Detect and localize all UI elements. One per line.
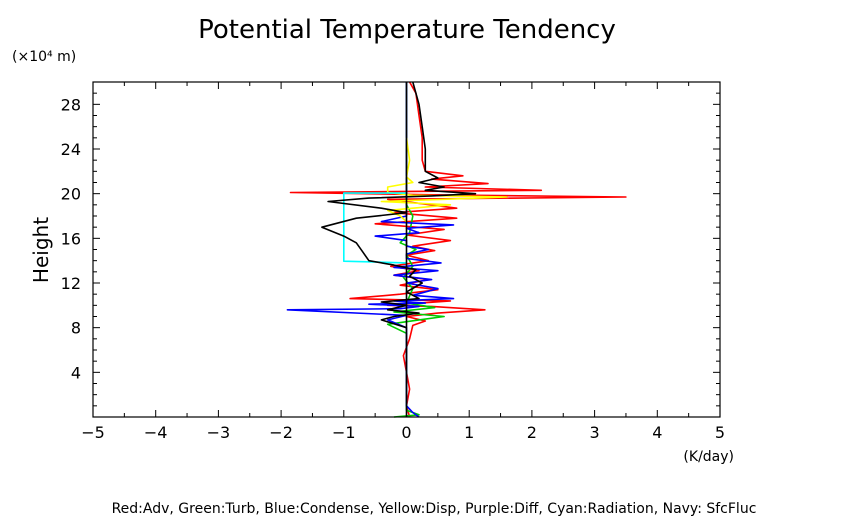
series-line-total (321, 81, 477, 329)
series-line-adv (289, 81, 627, 418)
x-tick-label: 4 (652, 423, 662, 442)
y-axis-label: Height (29, 217, 53, 283)
y-tick-label: 8 (71, 319, 81, 338)
y-tick-label: 16 (61, 229, 81, 248)
y-tick-label: 24 (61, 140, 81, 159)
chart-title: Potential Temperature Tendency (198, 15, 616, 45)
x-tick-label: −5 (81, 423, 105, 442)
x-tick-label: −3 (207, 423, 231, 442)
x-tick-label: −2 (269, 423, 293, 442)
y-unit-label: (×10⁴ m) (12, 49, 76, 65)
y-tick-label: 4 (71, 363, 81, 382)
y-tick-label: 28 (61, 95, 81, 114)
series-line-radiation (342, 192, 407, 264)
series-layer (286, 81, 627, 418)
x-tick-label: 0 (401, 423, 411, 442)
legend-text: Red:Adv, Green:Turb, Blue:Condense, Yell… (112, 501, 757, 517)
x-tick-label: 5 (715, 423, 725, 442)
x-tick-label: −4 (144, 423, 168, 442)
x-unit-label: (K/day) (683, 449, 734, 465)
x-tick-label: 3 (590, 423, 600, 442)
x-tick-label: 2 (527, 423, 537, 442)
y-tick-label: 20 (61, 185, 81, 204)
series-line-condense (286, 82, 455, 418)
x-tick-label: 1 (464, 423, 474, 442)
x-tick-label: −1 (332, 423, 356, 442)
series-line-turb (386, 82, 445, 418)
y-tick-label: 12 (61, 274, 81, 293)
series-line-disp (380, 137, 508, 223)
